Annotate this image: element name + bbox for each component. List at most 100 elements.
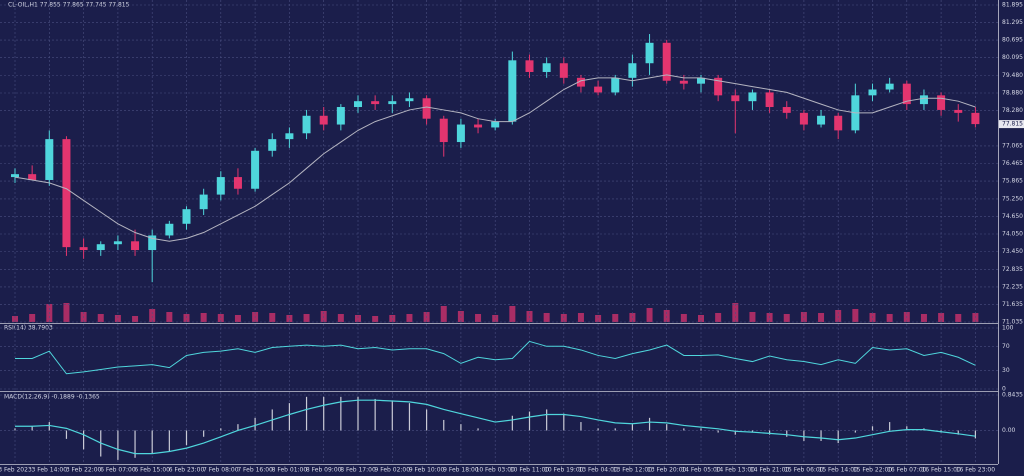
candle-body (576, 77, 585, 87)
volume-bar (286, 315, 293, 322)
volume-bar (920, 314, 927, 322)
volume-bar (475, 314, 482, 322)
y-tick-label: 79.480 (1002, 72, 1023, 79)
candle-body (731, 95, 740, 102)
macd-histogram (734, 430, 736, 435)
volume-bar (492, 315, 499, 322)
volume-bar (200, 313, 207, 322)
candle-body (165, 223, 174, 236)
volume-bar (389, 315, 396, 322)
y-tick-label: 76.465 (1002, 160, 1023, 167)
x-tick-label: 6 Feb 23:00 (169, 467, 205, 474)
macd-histogram (546, 409, 548, 431)
volume-bar (269, 313, 276, 322)
x-tick-label: 6 Feb 07:00 (100, 467, 136, 474)
y-tick-label: 80.695 (1002, 37, 1023, 44)
candle-body (113, 241, 122, 245)
y-tick-label: 71.635 (1002, 301, 1023, 308)
candle-body (525, 60, 534, 72)
volume-bar (749, 312, 756, 322)
last-price-label: 77.815 (1002, 121, 1023, 128)
macd-histogram (288, 403, 290, 431)
volume-bar (577, 313, 584, 322)
candle-body (45, 139, 54, 180)
candle-body (319, 115, 328, 125)
y-tick-label: 72.235 (1002, 283, 1023, 290)
macd-histogram (957, 430, 959, 435)
candle-body (268, 139, 277, 151)
x-tick-label: 14 Feb 05:00 (681, 467, 721, 474)
macd-histogram (614, 428, 616, 431)
volume-bar (698, 315, 704, 322)
candle-body (62, 139, 71, 248)
x-tick-label: 7 Feb 16:00 (237, 467, 273, 474)
candle-body (422, 98, 431, 119)
candle-body (336, 107, 345, 125)
macd-histogram (426, 409, 428, 431)
macd-histogram (477, 428, 479, 431)
volume-bar (132, 316, 139, 322)
volume-bar (852, 309, 859, 322)
macd-histogram (666, 424, 668, 431)
candle-body (28, 174, 37, 180)
y-tick-label: 0 (1002, 386, 1006, 393)
macd-histogram (168, 430, 170, 452)
candle-body (799, 112, 808, 125)
macd-histogram (837, 430, 839, 444)
candle-body (148, 235, 157, 251)
y-tick-label: 80.095 (1002, 54, 1023, 61)
x-tick-label: 13 Feb 04:00 (578, 467, 618, 474)
x-tick-label: 15 Feb 14:00 (819, 467, 859, 474)
macd-histogram (769, 430, 771, 435)
volume-bar (406, 314, 413, 322)
y-tick-label: 74.050 (1002, 230, 1023, 237)
candle-body (199, 194, 208, 210)
macd-histogram (786, 430, 788, 437)
candle-body (405, 98, 414, 102)
macd-histogram (134, 430, 136, 458)
macd-histogram (820, 430, 822, 441)
candle-body (96, 244, 105, 251)
volume-bar (595, 315, 602, 322)
macd-histogram (408, 403, 411, 431)
x-tick-label: 16 Feb 23:00 (956, 467, 996, 474)
volume-bar (509, 306, 516, 322)
macd-histogram (889, 422, 891, 431)
candle-body (508, 60, 517, 122)
y-tick-label: 0.00 (1002, 427, 1016, 434)
y-tick-label: 100 (1002, 325, 1014, 332)
candle-body (285, 133, 294, 140)
y-tick-label: 74.650 (1002, 213, 1023, 220)
rsi-line (15, 340, 976, 375)
macd-histogram (391, 401, 393, 431)
volume-bar (355, 315, 361, 322)
candle-body (765, 92, 774, 108)
x-tick-label: 8 Feb 09:00 (306, 467, 342, 474)
x-tick-label: 13 Feb 20:00 (647, 467, 687, 474)
y-tick-label: 30 (1002, 367, 1010, 374)
volume-bar (149, 309, 156, 322)
volume-bar (543, 313, 550, 322)
candle-body (354, 101, 362, 108)
macd-histogram (528, 411, 531, 431)
x-tick-label: 3 Feb 22:00 (66, 467, 102, 474)
candle-body (79, 247, 88, 251)
candle-body (388, 101, 397, 105)
y-tick-label: 71.035 (1002, 319, 1023, 326)
x-tick-label: 14 Feb 21:00 (750, 467, 790, 474)
y-tick-label: 72.835 (1002, 266, 1023, 273)
macd-histogram (597, 428, 599, 431)
candle-body (302, 115, 311, 134)
volume-bar (114, 315, 121, 322)
macd-histogram (443, 419, 445, 431)
y-tick-label: 78.880 (1002, 90, 1023, 97)
candle-body (233, 177, 242, 189)
x-tick-label: 8 Feb 01:00 (272, 467, 308, 474)
y-tick-label: 81.295 (1002, 19, 1023, 26)
macd-histogram (340, 396, 342, 431)
x-tick-label: 3 Feb 2023 (0, 467, 32, 474)
macd-histogram (803, 430, 805, 441)
x-tick-label: 7 Feb 08:00 (203, 467, 239, 474)
last-price-tag (999, 120, 1024, 129)
